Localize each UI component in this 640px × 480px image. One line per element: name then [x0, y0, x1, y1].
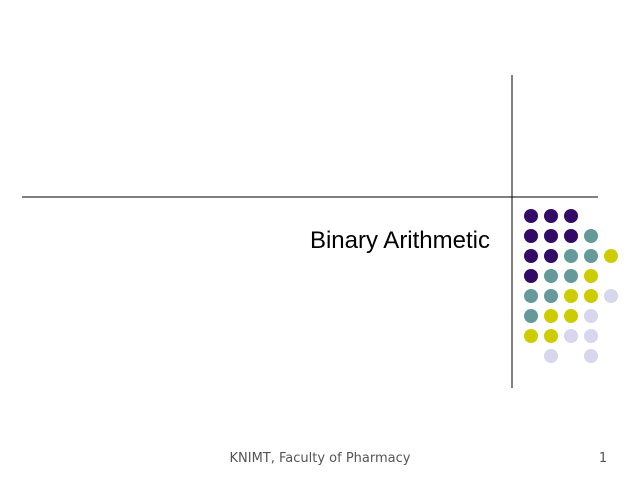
dot-pattern	[524, 209, 618, 363]
slide-title: Binary Arithmetic	[310, 227, 490, 254]
page-number: 1	[599, 451, 607, 466]
footer-text: KNIMT, Faculty of Pharmacy	[230, 451, 411, 466]
